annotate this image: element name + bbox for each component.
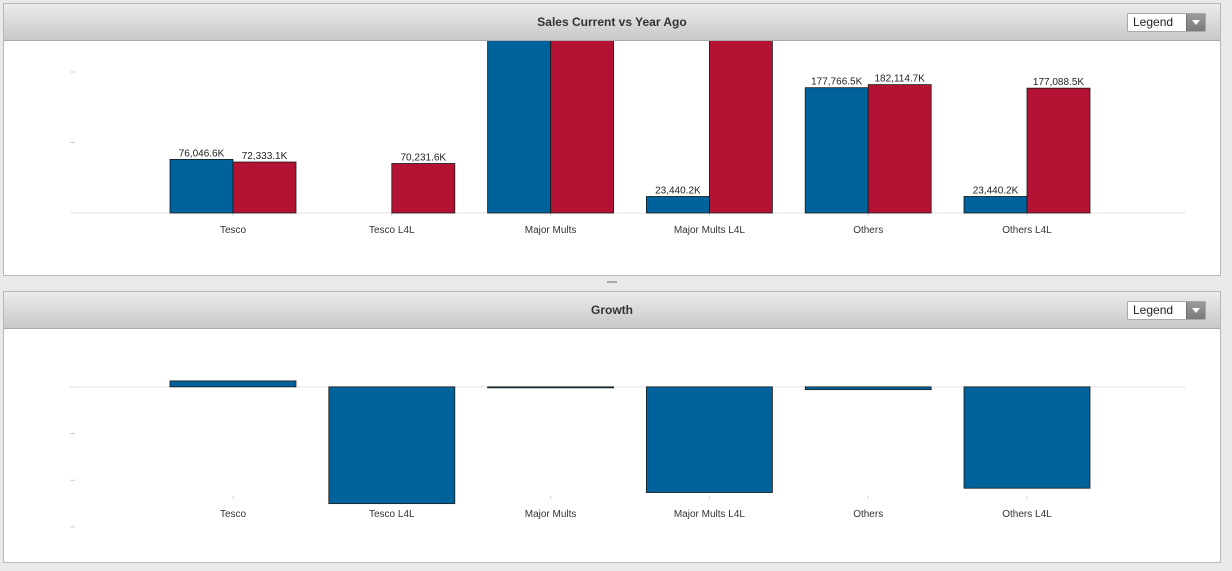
x-tick-label-tesco-l4l: Tesco L4L	[369, 225, 415, 236]
chevron-down-icon[interactable]	[1186, 14, 1205, 31]
bar-others-series-2[interactable]	[867, 84, 932, 214]
bar-major-mults-l4l-series-1[interactable]	[646, 386, 773, 493]
x-tick-label-others: Others	[853, 225, 883, 236]
chevron-down-icon[interactable]	[1186, 302, 1205, 319]
x-tick-label-tesco: Tesco	[220, 509, 247, 520]
data-label-others-l4l-series-1: 23,440.2K	[973, 185, 1019, 196]
x-tick-label-major-mults: Major Mults	[525, 509, 577, 520]
data-label-others-l4l-series-2: 177,088.5K	[1033, 77, 1084, 88]
growth-chart-header: Growth Legend	[4, 292, 1220, 329]
data-label-major-mults-l4l-series-1: 23,440.2K	[655, 185, 701, 196]
x-tick-label-major-mults-l4l: Major Mults L4L	[674, 225, 746, 236]
bar-others-l4l-series-1[interactable]	[963, 386, 1091, 489]
x-tick-label-others-l4l: Others L4L	[1002, 509, 1052, 520]
sales-chart-panel: Sales Current vs Year Ago Legend Tesco 76…	[3, 3, 1221, 276]
bar-major-mults-series-2[interactable]	[550, 41, 614, 214]
bar-tesco-series-1[interactable]	[169, 158, 234, 214]
bar-major-mults-l4l-series-2[interactable]	[709, 41, 773, 214]
bar-tesco-series-1[interactable]	[169, 380, 297, 388]
bar-tesco-series-2[interactable]	[232, 161, 297, 214]
growth-chart-panel: Growth Legend Tesco Tesco L4L Major Mults M…	[3, 291, 1221, 563]
x-tick-label-major-mults-l4l: Major Mults L4L	[674, 509, 746, 520]
data-label-others-series-1: 177,766.5K	[811, 77, 862, 88]
x-tick-label-others: Others	[853, 509, 883, 520]
bar-tesco-l4l-series-2[interactable]	[391, 163, 456, 214]
sales-bar-chart: Tesco 76,046.6K 72,333.1K Tesco L4L 70,231.6…	[70, 41, 1186, 236]
sales-chart-title: Sales Current vs Year Ago	[537, 15, 687, 29]
bar-tesco-l4l-series-1[interactable]	[328, 386, 456, 505]
data-label-others-series-2: 182,114.7K	[874, 74, 925, 85]
growth-chart-title: Growth	[591, 303, 633, 317]
bar-major-mults-series-1[interactable]	[487, 41, 552, 214]
bar-others-l4l-series-2[interactable]	[1026, 87, 1091, 214]
x-tick-label-others-l4l: Others L4L	[1002, 225, 1052, 236]
x-tick-label-tesco-l4l: Tesco L4L	[369, 509, 415, 520]
x-tick-label-tesco: Tesco	[220, 225, 247, 236]
sales-chart-header: Sales Current vs Year Ago Legend	[4, 4, 1220, 41]
sales-legend-dropdown[interactable]: Legend	[1127, 13, 1206, 32]
bar-others-series-1[interactable]	[804, 386, 932, 391]
bar-major-mults-l4l-series-1[interactable]	[646, 196, 710, 214]
data-label-tesco-series-2: 72,333.1K	[242, 151, 288, 162]
bar-major-mults-series-1[interactable]	[487, 386, 615, 389]
x-tick-label-major-mults: Major Mults	[525, 225, 577, 236]
growth-bar-chart: Tesco Tesco L4L Major Mults Major Mults L4L…	[70, 380, 1186, 528]
data-label-tesco-series-1: 76,046.6K	[179, 148, 225, 159]
panel-splitter[interactable]	[607, 281, 617, 283]
growth-legend-label: Legend	[1133, 303, 1174, 317]
bar-others-series-1[interactable]	[804, 87, 869, 214]
bar-others-l4l-series-1[interactable]	[963, 196, 1028, 214]
data-label-tesco-l4l-series-2: 70,231.6K	[400, 152, 446, 163]
growth-legend-dropdown[interactable]: Legend	[1127, 301, 1206, 320]
sales-legend-label: Legend	[1133, 15, 1174, 29]
